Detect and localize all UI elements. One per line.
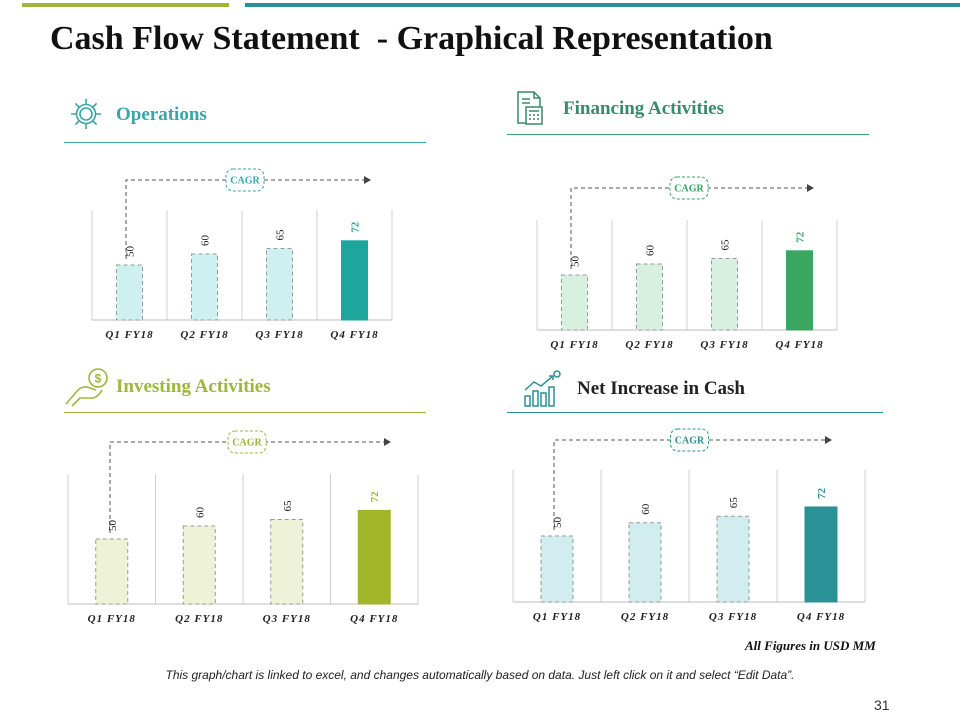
- cagr-arrow-line: [109, 441, 384, 533]
- category-label: Q4 FY18: [350, 613, 398, 625]
- bar: [182, 525, 216, 605]
- net-increase-in-cash-panel: Net Increase in Cash CAGR 50 Q1 FY18 60 Q2 F…: [505, 366, 885, 630]
- cagr-arrow-line: [553, 439, 825, 530]
- operations-panel: Operations CAGR 50 Q1 FY18 60 Q2 FY18 65 Q3 FY…: [62, 90, 432, 350]
- top-accent-bar-right: [245, 3, 960, 7]
- category-label: Q4 FY18: [775, 339, 823, 351]
- bar-value-label: 72: [350, 221, 362, 233]
- category-label: Q3 FY18: [263, 613, 311, 625]
- panel-title: Investing Activities: [116, 376, 271, 397]
- bar-highlight: [357, 509, 391, 605]
- category-label: Q3 FY18: [255, 329, 303, 341]
- footer-note: This graph/chart is linked to excel, and…: [165, 668, 795, 682]
- bar-value-label: 65: [720, 239, 732, 251]
- category-label: Q2 FY18: [621, 611, 669, 623]
- category-label: Q4 FY18: [797, 611, 845, 623]
- cagr-label: CAGR: [230, 176, 260, 187]
- bar: [628, 522, 662, 603]
- bar-value-label: 72: [816, 487, 828, 499]
- cagr-arrow-head: [807, 184, 814, 192]
- cagr-badge: [669, 176, 709, 200]
- investing-activities-bar-chart: CAGR 50 Q1 FY18 60 Q2 FY18 65 Q3 FY18 72 Q4 FY18: [67, 430, 419, 625]
- bar: [266, 248, 293, 321]
- bar: [711, 258, 738, 331]
- bar: [716, 515, 750, 603]
- bar-value-label: 65: [728, 497, 740, 509]
- hand-dollar-icon: $: [62, 366, 112, 408]
- investing-activities-panel: $ Investing Activities CAGR 50 Q1 FY18 60 Q2…: [62, 362, 432, 630]
- bar: [270, 519, 304, 605]
- gear-icon: [68, 96, 104, 132]
- cagr-label: CAGR: [675, 436, 705, 447]
- category-label: Q1 FY18: [550, 339, 598, 351]
- page-title: Cash Flow Statement - Graphical Represen…: [50, 20, 773, 57]
- bar-highlight: [804, 506, 838, 603]
- bar-value-label: 72: [369, 491, 381, 503]
- panel-title: Net Increase in Cash: [577, 378, 746, 399]
- cagr-label: CAGR: [232, 438, 262, 449]
- category-label: Q3 FY18: [709, 611, 757, 623]
- bar-value-label: 60: [194, 507, 206, 519]
- growth-chart-icon: [521, 370, 561, 408]
- bar-value-label: 65: [282, 500, 294, 512]
- bar: [95, 538, 129, 605]
- bar-highlight: [341, 240, 368, 321]
- bar-value-label: 60: [645, 245, 657, 257]
- bar: [191, 253, 218, 321]
- category-label: Q2 FY18: [625, 339, 673, 351]
- top-accent-bar-left: [22, 3, 229, 7]
- cagr-arrow-line: [125, 179, 364, 259]
- bar-value-label: 60: [200, 235, 212, 247]
- category-label: Q3 FY18: [700, 339, 748, 351]
- cagr-badge: [225, 168, 265, 192]
- panel-title: Operations: [116, 104, 207, 125]
- cagr-arrow-head: [364, 176, 371, 184]
- bar: [116, 264, 143, 321]
- panel-title: Financing Activities: [563, 98, 724, 119]
- bar-value-label: 72: [795, 231, 807, 243]
- financing-activities-bar-chart: CAGR 50 Q1 FY18 60 Q2 FY18 65 Q3 FY18 72 Q4 FY18: [536, 176, 838, 351]
- category-label: Q1 FY18: [88, 613, 136, 625]
- bar-value-label: 50: [570, 256, 582, 268]
- bar-value-label: 65: [275, 229, 287, 241]
- net-increase-in-cash-bar-chart: CAGR 50 Q1 FY18 60 Q2 FY18 65 Q3 FY18 72 Q4 FY18: [512, 428, 866, 623]
- svg-text:$: $: [95, 372, 102, 386]
- operations-bar-chart: CAGR 50 Q1 FY18 60 Q2 FY18 65 Q3 FY18 72 Q4 FY18: [91, 168, 393, 341]
- calculator-document-icon: [515, 90, 545, 126]
- category-label: Q2 FY18: [180, 329, 228, 341]
- category-label: Q4 FY18: [330, 329, 378, 341]
- category-label: Q1 FY18: [105, 329, 153, 341]
- panel-divider: [507, 134, 869, 135]
- cagr-arrow-line: [570, 187, 807, 269]
- bar: [561, 274, 588, 331]
- panel-divider: [64, 412, 426, 413]
- figures-note: All Figures in USD MM: [745, 638, 876, 653]
- bar-value-label: 50: [107, 520, 119, 532]
- bar-value-label: 50: [125, 246, 137, 258]
- category-label: Q2 FY18: [175, 613, 223, 625]
- panel-divider: [507, 412, 883, 413]
- bar-value-label: 60: [640, 503, 652, 515]
- panel-divider: [64, 142, 426, 143]
- cagr-badge: [227, 430, 267, 454]
- cagr-arrow-head: [825, 436, 832, 444]
- cagr-label: CAGR: [674, 184, 704, 195]
- bar-highlight: [786, 250, 813, 331]
- cagr-badge: [670, 428, 709, 452]
- category-label: Q1 FY18: [533, 611, 581, 623]
- bar: [636, 263, 663, 331]
- bar-value-label: 50: [552, 517, 564, 529]
- page-number: 31: [874, 697, 890, 713]
- bar: [540, 535, 574, 603]
- financing-activities-panel: Financing Activities CAGR 50 Q1 FY18 60 Q2 F…: [505, 84, 875, 360]
- cagr-arrow-head: [384, 438, 391, 446]
